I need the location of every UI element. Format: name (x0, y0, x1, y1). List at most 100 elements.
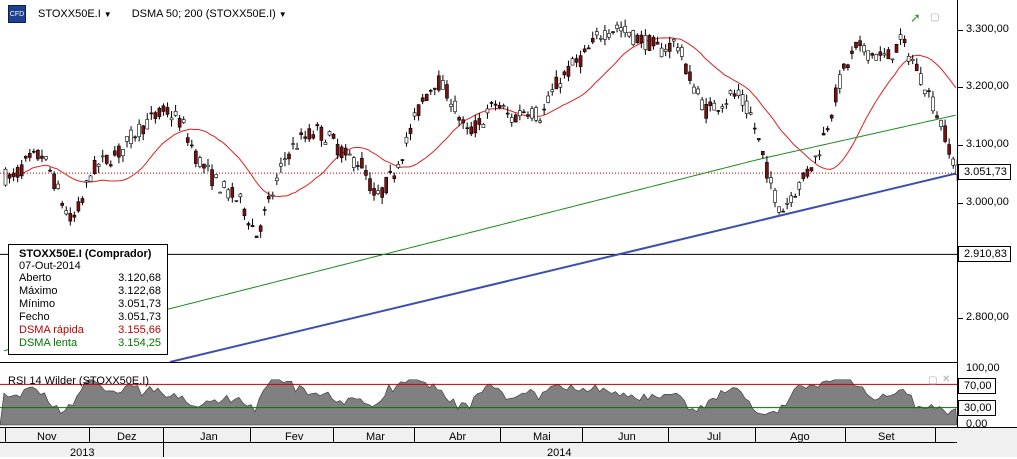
candle-body (266, 195, 271, 200)
year-label: 2013 (70, 447, 95, 459)
candle-body (497, 105, 502, 108)
candle-body (202, 163, 206, 169)
candle-body (647, 35, 652, 51)
candle-body (428, 90, 433, 92)
rsi-pane[interactable]: ▢ ✕ (0, 365, 957, 427)
candle-body (773, 190, 777, 203)
candle-body (902, 38, 907, 44)
candle-body (129, 129, 133, 144)
candle-body (599, 37, 603, 40)
candle-body (639, 34, 644, 44)
axis-tick (958, 87, 963, 88)
maximize-pane-icon[interactable]: ▢ (930, 12, 940, 23)
candle-body (307, 128, 312, 140)
fast-ma-line (3, 37, 957, 198)
candle-body (607, 33, 611, 38)
maximize-pane-icon[interactable]: ▢ (928, 375, 938, 386)
price-axis[interactable]: 3.300,00 3.200,00 3.100,00 3.000,00 2.80… (957, 0, 1017, 456)
close-pane-icon[interactable]: ✕ (942, 374, 951, 385)
candle-body (457, 117, 461, 121)
candle-body (785, 203, 789, 205)
candle-body (801, 172, 806, 179)
candle-body (858, 40, 862, 47)
candle-body (931, 96, 935, 112)
axis-label: 2.800,00 (966, 311, 1009, 323)
candle-body (72, 214, 77, 218)
price-chart-pane[interactable]: CFD STOXX50E.I ▼ DSMA 50; 200 (STOXX50E.I… (0, 0, 957, 362)
axis-label: 3.300,00 (966, 23, 1009, 35)
candle-body (250, 225, 255, 227)
axis-label: 3.200,00 (966, 80, 1009, 92)
candle-body (388, 171, 393, 173)
candle-body (416, 104, 421, 116)
month-label: Abr (449, 431, 467, 443)
candle-body (40, 155, 44, 159)
month-label: Nov (37, 431, 57, 443)
rsi-area (0, 379, 957, 426)
candle-body (149, 112, 154, 115)
candle-body (60, 203, 65, 206)
data-row-low: Mínimo 3.051,73 (19, 298, 161, 310)
candle-body (680, 47, 684, 57)
candle-body (927, 90, 931, 93)
candle-body (222, 181, 226, 188)
candle-body (570, 58, 575, 66)
candle-body (894, 43, 899, 53)
candle-body (218, 191, 222, 194)
price-chart[interactable] (0, 0, 957, 362)
candle-body (181, 119, 186, 123)
candle-body (84, 180, 89, 183)
candle-body (837, 74, 842, 89)
candle-body (343, 147, 348, 156)
candle-body (817, 154, 822, 157)
month-label: Mai (533, 431, 551, 443)
candle-body (740, 94, 745, 106)
candle-body (56, 183, 60, 189)
candle-body (432, 87, 437, 90)
candle-body (700, 99, 704, 111)
data-row-slow-ma: DSMA lenta 3.154,25 (19, 337, 161, 349)
candle-body (918, 73, 923, 85)
candle-body (813, 155, 818, 158)
candle-body (935, 115, 939, 119)
time-axis[interactable]: Nov Dez Jan Fev Mar Abr Mai Jun Jul Ago … (0, 427, 1017, 459)
candle-body (347, 153, 352, 156)
candle-body (351, 157, 356, 168)
candle-body (64, 210, 69, 215)
candle-body (854, 41, 858, 48)
candle-body (76, 201, 81, 212)
pane-divider[interactable] (0, 362, 1017, 363)
candle-body (562, 71, 567, 76)
candle-body (522, 111, 526, 114)
candle-body (546, 95, 551, 103)
rsi-chart[interactable] (0, 365, 957, 427)
candle-body (396, 164, 401, 168)
candle-body (663, 49, 668, 52)
candle-body (870, 53, 875, 56)
candle-body (951, 158, 956, 166)
candle-body (761, 150, 765, 156)
candle-body (878, 51, 883, 56)
candle-body (88, 175, 93, 182)
indicator-selector[interactable]: DSMA 50; 200 (STOXX50E.I) ▼ (132, 8, 287, 20)
month-label: Dez (117, 431, 137, 443)
month-label: Mar (366, 431, 385, 443)
candle-body (886, 49, 891, 60)
candle-body (68, 213, 73, 222)
candle-body (226, 189, 231, 199)
candle-body (133, 136, 137, 139)
candle-body (368, 178, 372, 192)
candle-body (311, 134, 316, 139)
candle-body (364, 170, 368, 176)
candle-body (339, 146, 344, 159)
candle-body (781, 210, 785, 213)
candle-body (145, 119, 150, 130)
candle-body (214, 174, 218, 178)
candle-body (825, 128, 830, 131)
candle-body (109, 164, 113, 167)
candle-body (513, 114, 518, 123)
candle-body (372, 188, 376, 196)
symbol-selector[interactable]: STOXX50E.I ▼ (38, 8, 112, 20)
candle-body (465, 127, 470, 130)
candle-body (485, 108, 490, 114)
